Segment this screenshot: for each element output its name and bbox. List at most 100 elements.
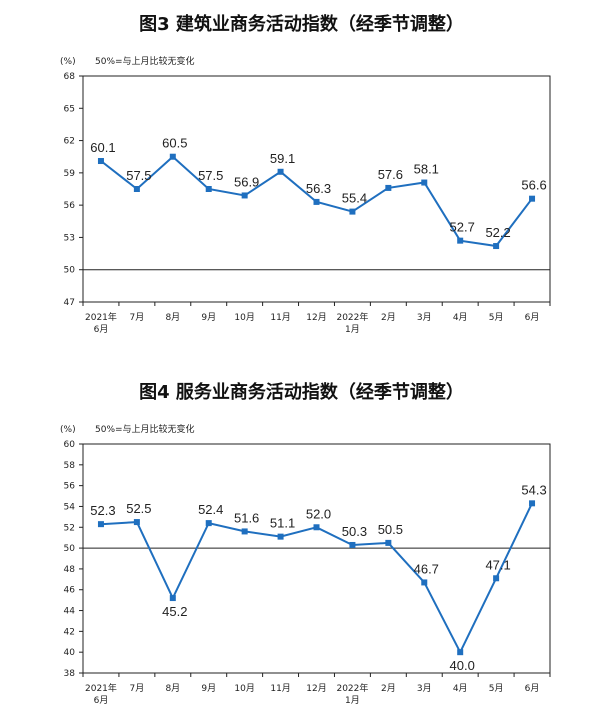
y-unit-label: (%) bbox=[60, 57, 76, 67]
data-label: 55.4 bbox=[342, 191, 367, 206]
x-tick-label: 8月 bbox=[165, 683, 180, 694]
data-point bbox=[385, 539, 392, 546]
data-point bbox=[277, 533, 284, 540]
y-tick-label: 42 bbox=[64, 627, 75, 637]
chart-title: 图4 服务业商务活动指数（经季节调整） bbox=[139, 382, 464, 403]
data-label: 52.3 bbox=[90, 503, 115, 518]
x-tick-label: 9月 bbox=[201, 312, 216, 323]
x-tick-label: 5月 bbox=[489, 683, 504, 694]
x-tick-label: 3月 bbox=[417, 312, 432, 323]
x-tick-label: 12月 bbox=[306, 683, 326, 694]
data-point bbox=[205, 520, 212, 527]
chart-svg-services: (%) 50%=与上月比较无变化 38 40 42 44 46 48 50 52 54 56 58 60 2… bbox=[60, 423, 551, 706]
chart-title: 图3 建筑业商务活动指数（经季节调整） bbox=[139, 14, 464, 35]
y-tick-label: 58 bbox=[64, 461, 76, 471]
data-label: 47.1 bbox=[485, 557, 510, 572]
data-label: 54.3 bbox=[521, 482, 546, 497]
y-tick-label: 56 bbox=[64, 201, 76, 211]
x-tick-label: 8月 bbox=[165, 312, 180, 323]
y-tick-label: 60 bbox=[64, 440, 76, 450]
y-unit-label: (%) bbox=[60, 425, 76, 435]
data-point bbox=[529, 500, 536, 507]
x-tick-label: 3月 bbox=[417, 683, 432, 694]
data-point bbox=[457, 649, 464, 656]
y-tick-label: 50 bbox=[64, 266, 76, 276]
y-tick-label: 48 bbox=[64, 565, 76, 575]
data-label: 51.1 bbox=[270, 516, 295, 531]
x-tick-label: 4月 bbox=[453, 312, 468, 323]
data-label: 60.5 bbox=[162, 136, 187, 151]
x-tick-label: 2月 bbox=[381, 683, 396, 694]
data-point bbox=[97, 158, 104, 165]
x-tick-label: 2022年 bbox=[336, 682, 368, 694]
x-tick-label: 2021年 bbox=[85, 311, 117, 323]
x-tick-label: 11月 bbox=[270, 683, 290, 694]
plot-frame bbox=[82, 75, 551, 303]
data-label: 58.1 bbox=[414, 162, 439, 177]
x-tick-label: 10月 bbox=[234, 683, 254, 694]
data-label: 56.9 bbox=[234, 174, 259, 189]
plot-frame bbox=[82, 443, 551, 674]
data-label: 52.4 bbox=[198, 502, 223, 517]
x-tick-label: 6月 bbox=[94, 695, 109, 706]
data-label: 57.5 bbox=[198, 168, 223, 183]
data-label: 52.7 bbox=[450, 220, 475, 235]
y-tick-label: 62 bbox=[64, 137, 75, 147]
data-point bbox=[241, 528, 248, 535]
data-point bbox=[493, 243, 500, 250]
data-label: 52.0 bbox=[306, 506, 331, 521]
reference-note: 50%=与上月比较无变化 bbox=[95, 55, 195, 67]
data-point bbox=[493, 575, 500, 582]
y-tick-label: 59 bbox=[64, 169, 76, 179]
x-tick-label: 6月 bbox=[525, 312, 540, 323]
x-tick-label: 11月 bbox=[270, 312, 290, 323]
data-point bbox=[133, 519, 140, 526]
x-tick-label: 2022年 bbox=[336, 311, 368, 323]
x-tick-label: 5月 bbox=[489, 312, 504, 323]
x-tick-label: 6月 bbox=[94, 324, 109, 335]
data-point bbox=[349, 208, 356, 215]
data-label: 45.2 bbox=[162, 604, 187, 619]
data-point bbox=[313, 198, 320, 205]
y-tick-label: 65 bbox=[64, 104, 75, 114]
x-tick-label: 1月 bbox=[345, 695, 360, 706]
reference-note: 50%=与上月比较无变化 bbox=[95, 423, 195, 435]
y-tick-label: 56 bbox=[64, 482, 76, 492]
data-point bbox=[277, 168, 284, 175]
data-point bbox=[421, 179, 428, 186]
data-label: 50.3 bbox=[342, 524, 367, 539]
data-point bbox=[349, 541, 356, 548]
data-point bbox=[385, 184, 392, 191]
x-tick-label: 2月 bbox=[381, 312, 396, 323]
data-label: 50.5 bbox=[378, 522, 403, 537]
x-tick-label: 12月 bbox=[306, 312, 326, 323]
x-tick-label: 9月 bbox=[201, 683, 216, 694]
y-tick-label: 50 bbox=[64, 544, 76, 554]
data-label: 51.6 bbox=[234, 510, 259, 525]
chart-svg-construction: (%) 50%=与上月比较无变化47505356596265682021年6月7月… bbox=[60, 55, 551, 335]
data-point bbox=[241, 192, 248, 199]
chart-construction: 图3 建筑业商务活动指数（经季节调整） (%) 50%=与上月比较无变化 47 50 5… bbox=[0, 0, 603, 355]
y-tick-label: 53 bbox=[64, 233, 75, 243]
data-label: 40.0 bbox=[450, 658, 475, 673]
x-tick-label: 4月 bbox=[453, 683, 468, 694]
data-label: 59.1 bbox=[270, 151, 295, 166]
y-tick-label: 52 bbox=[64, 523, 75, 533]
data-point bbox=[421, 579, 428, 586]
x-tick-label: 7月 bbox=[130, 312, 145, 323]
x-tick-label: 10月 bbox=[234, 312, 254, 323]
data-point bbox=[313, 524, 320, 531]
x-tick-label: 2021年 bbox=[85, 682, 117, 694]
data-point bbox=[457, 237, 464, 244]
data-point bbox=[529, 195, 536, 202]
data-label: 57.6 bbox=[378, 167, 403, 182]
x-tick-label: 1月 bbox=[345, 324, 360, 335]
y-tick-label: 40 bbox=[64, 648, 76, 658]
data-label: 60.1 bbox=[90, 140, 115, 155]
data-point bbox=[169, 153, 176, 160]
data-point bbox=[133, 186, 140, 192]
y-tick-label: 38 bbox=[64, 669, 76, 679]
data-label: 57.5 bbox=[126, 168, 151, 183]
data-point bbox=[169, 595, 176, 602]
x-tick-label: 6月 bbox=[525, 683, 540, 694]
